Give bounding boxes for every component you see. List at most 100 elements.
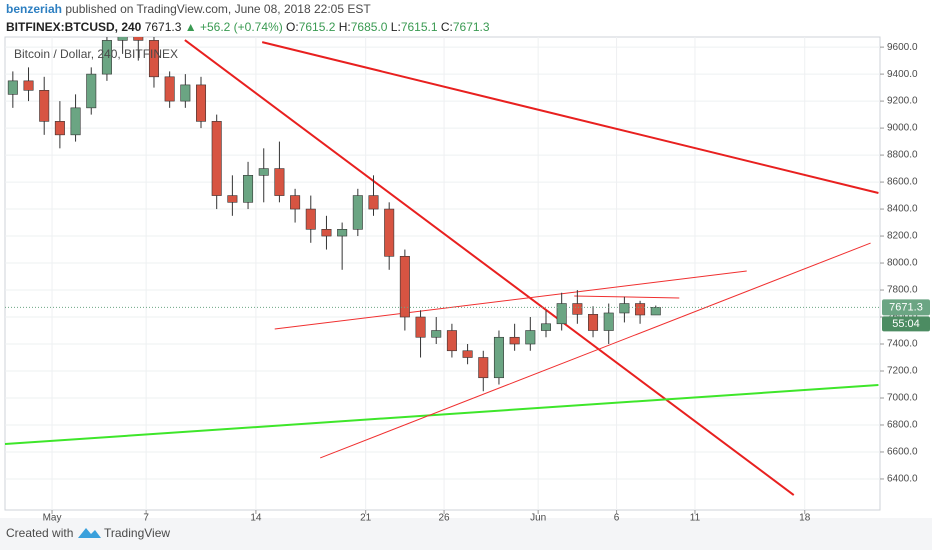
trendline	[261, 41, 879, 194]
candle-body	[196, 84, 207, 122]
countdown: 55:04	[892, 318, 920, 330]
candle-body	[588, 314, 599, 331]
plot	[5, 37, 880, 510]
footer-created: Created with	[6, 526, 73, 540]
candle-body	[117, 37, 128, 41]
logo	[78, 528, 101, 538]
y-tick-label: 7000.0	[887, 393, 918, 404]
ohlc-value: 7615.1	[401, 20, 438, 34]
footer-brand[interactable]: TradingView	[104, 526, 170, 540]
y-tick-label: 9400.0	[887, 69, 918, 80]
candle-body	[556, 303, 567, 325]
y-tick-label: 8000.0	[887, 258, 918, 269]
x-tick-label: 21	[360, 513, 372, 524]
candle-body	[227, 195, 238, 203]
candle-body	[274, 168, 285, 196]
candle-body	[478, 357, 489, 379]
candle-body	[101, 40, 112, 75]
y-tick-label: 7400.0	[887, 339, 918, 350]
candle-body	[133, 37, 144, 41]
x-tick-label: 11	[690, 513, 701, 524]
candle-body	[540, 323, 551, 331]
candle-body	[70, 107, 81, 136]
candle-body	[243, 175, 254, 203]
candle-body	[337, 229, 348, 237]
trendline	[274, 270, 747, 330]
legend: Bitcoin / Dollar, 240, BITFINEX	[14, 47, 178, 61]
change: ▲ +56.2 (+0.74%)	[185, 20, 283, 34]
candle-body	[619, 303, 630, 314]
ohlc-label: C:	[441, 20, 453, 34]
candle-body	[525, 330, 536, 345]
candle-body	[211, 121, 222, 196]
y-tick-label: 8200.0	[887, 231, 918, 242]
x-tick-label: 6	[614, 513, 620, 524]
header-line: benzeriah published on TradingView.com, …	[6, 2, 371, 16]
last-price-label: 7671.3	[889, 301, 923, 313]
candle-body	[164, 76, 175, 102]
candle-body	[368, 195, 379, 210]
last: 7671.3	[145, 20, 182, 34]
countdown-box	[882, 316, 930, 332]
author[interactable]: benzeriah	[6, 2, 62, 16]
y-tick-label: 9000.0	[887, 123, 918, 134]
y-tick-label: 9600.0	[887, 42, 918, 53]
y-tick-label: 7200.0	[887, 366, 918, 377]
candle-body	[290, 195, 301, 210]
candle-body	[148, 40, 159, 78]
candle-body	[572, 303, 583, 315]
footer-bar	[0, 518, 932, 550]
y-tick-label: 6800.0	[887, 420, 918, 431]
published: published on TradingView.com, June 08, 2…	[65, 2, 371, 16]
x-tick-label: 7	[143, 513, 149, 524]
ohlc-value: 7685.0	[351, 20, 388, 34]
y-tick-label: 8800.0	[887, 150, 918, 161]
candle-body	[54, 121, 65, 136]
x-tick-label: 18	[799, 513, 811, 524]
ohlc-value: 7671.3	[453, 20, 490, 34]
candle-body	[399, 255, 410, 318]
candle-body	[352, 195, 363, 230]
ohlc-label: H:	[339, 20, 351, 34]
trendline	[184, 39, 795, 496]
candle-body	[86, 73, 97, 109]
y-tick-label: 7800.0	[887, 285, 918, 296]
candle-body	[39, 90, 50, 122]
candle-body	[635, 303, 646, 316]
x-tick-label: 26	[439, 513, 451, 524]
last-price-box	[882, 299, 930, 316]
candle-body	[23, 80, 34, 91]
candle-body	[384, 208, 395, 257]
trendline	[320, 242, 871, 459]
trendline	[574, 295, 680, 299]
y-tick-label: 9200.0	[887, 96, 918, 107]
candle-body	[493, 336, 504, 379]
symbol: BITFINEX:BTCUSD, 240	[6, 20, 142, 34]
candle-body	[415, 316, 426, 338]
y-tick-label: 6600.0	[887, 447, 918, 458]
ohlc-value: 7615.2	[299, 20, 336, 34]
candle-body	[462, 350, 473, 358]
candle-body	[7, 80, 18, 95]
candle-body	[305, 208, 316, 230]
x-tick-label: 14	[250, 513, 262, 524]
ohlc-label: O:	[286, 20, 299, 34]
y-tick-label: 8400.0	[887, 204, 918, 215]
candle-body	[446, 330, 457, 352]
candle-body	[258, 168, 269, 176]
x-tick-label: Jun	[530, 513, 546, 524]
candle-body	[509, 336, 520, 345]
candle-body	[603, 312, 614, 331]
candle-body	[431, 330, 442, 338]
plot-frame	[4, 36, 881, 511]
candle-body	[321, 229, 332, 237]
candle-body	[650, 307, 661, 316]
trendline	[5, 384, 879, 446]
symbol-line: BITFINEX:BTCUSD, 240 7671.3 ▲ +56.2 (+0.…	[6, 20, 490, 34]
ohlc-label: L:	[391, 20, 401, 34]
y-tick-label: 6400.0	[887, 474, 918, 485]
x-tick-label: May	[43, 513, 62, 524]
candle-body	[180, 84, 191, 102]
